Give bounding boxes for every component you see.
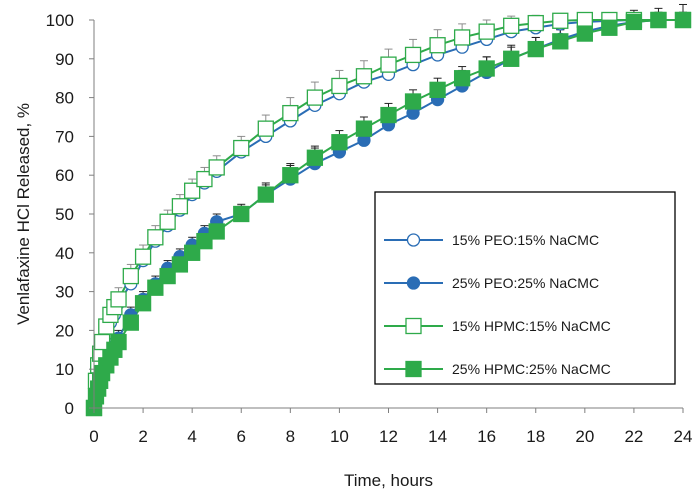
y-tick-label: 80: [55, 89, 74, 108]
data-point-series-3: [380, 56, 397, 73]
data-point-series-4: [674, 11, 692, 29]
x-tick-label: 0: [89, 427, 98, 446]
y-tick-label: 0: [65, 399, 74, 418]
data-point-series-3: [233, 139, 250, 157]
x-tick-label: 24: [674, 427, 693, 446]
data-point-series-4: [331, 134, 348, 151]
data-point-series-4: [233, 205, 250, 223]
data-point-series-4: [478, 60, 495, 77]
data-point-series-4: [306, 149, 324, 166]
y-tick-label: 20: [55, 321, 74, 340]
x-tick-label: 16: [477, 427, 496, 446]
data-point-series-3: [576, 11, 593, 29]
y-tick-label: 90: [55, 50, 74, 69]
data-point-series-4: [110, 333, 127, 351]
legend-label-2: 25% PEO:25% NaCMC: [452, 275, 599, 291]
data-point-series-4: [404, 93, 422, 110]
data-point-series-4: [380, 106, 397, 124]
x-tick-label: 8: [286, 427, 295, 446]
x-tick-label: 6: [237, 427, 246, 446]
data-point-series-3: [453, 29, 471, 46]
legend-box: [374, 191, 676, 385]
x-tick-label: 18: [526, 427, 545, 446]
data-point-series-3: [527, 14, 544, 32]
markers-layer: [85, 11, 692, 417]
data-point-series-4: [453, 70, 471, 87]
legend-label-1: 15% PEO:15% NaCMC: [452, 232, 599, 248]
data-point-series-3: [404, 46, 422, 64]
data-point-series-4: [355, 120, 373, 137]
data-point-series-3: [257, 120, 274, 137]
data-point-series-3: [196, 170, 213, 188]
legend-label-4: 25% HPMC:25% NaCMC: [452, 361, 611, 377]
data-point-series-3: [429, 37, 446, 54]
y-tick-label: 60: [55, 166, 74, 185]
data-point-series-4: [159, 267, 176, 285]
data-point-series-3: [478, 23, 495, 40]
legend-marker-3: [405, 317, 422, 335]
y-tick-label: 30: [55, 283, 74, 302]
y-tick-label: 50: [55, 205, 74, 224]
data-point-series-3: [147, 229, 164, 246]
data-point-series-3: [503, 17, 520, 34]
data-point-series-3: [306, 89, 324, 106]
data-point-series-4: [184, 244, 201, 261]
data-point-series-3: [159, 213, 176, 230]
data-point-series-4: [122, 314, 139, 331]
y-tick-label: 70: [55, 127, 74, 146]
data-point-series-3: [110, 291, 127, 308]
legend-marker-4: [405, 360, 422, 378]
y-axis-title: Venlafaxine HCl Released, %: [14, 103, 33, 325]
data-point-series-4: [625, 13, 643, 31]
data-point-series-4: [503, 50, 520, 67]
legend-marker-1: [406, 233, 421, 247]
data-point-series-3: [282, 104, 299, 122]
data-point-series-4: [282, 167, 299, 184]
x-tick-label: 12: [379, 427, 398, 446]
x-tick-label: 14: [428, 427, 447, 446]
x-tick-label: 4: [187, 427, 196, 446]
data-point-series-4: [196, 233, 213, 250]
data-point-series-3: [331, 77, 348, 95]
data-point-series-4: [527, 40, 544, 58]
x-axis-title: Time, hours: [344, 471, 433, 490]
legend-label-3: 15% HPMC:15% NaCMC: [452, 318, 611, 334]
data-point-series-3: [355, 68, 373, 85]
y-tick-label: 10: [55, 360, 74, 379]
data-point-series-4: [147, 279, 164, 296]
y-tick-label: 100: [46, 11, 74, 30]
data-point-series-3: [134, 248, 152, 265]
x-tick-label: 10: [330, 427, 349, 446]
data-point-series-4: [257, 186, 274, 203]
data-point-series-3: [171, 198, 189, 215]
data-point-series-4: [576, 25, 593, 42]
x-tick-label: 20: [575, 427, 594, 446]
y-tick-label: 40: [55, 244, 74, 263]
data-point-series-3: [208, 159, 225, 176]
data-point-series-4: [601, 19, 618, 36]
data-point-series-4: [171, 256, 189, 273]
data-point-series-4: [429, 81, 446, 98]
legend: 15% PEO:15% NaCMC 25% PEO:25% NaCMC 15% HP…: [374, 191, 676, 385]
data-point-series-4: [208, 223, 225, 240]
data-point-series-3: [552, 12, 569, 29]
legend-marker-2: [406, 276, 421, 290]
x-tick-label: 22: [624, 427, 643, 446]
data-point-series-4: [134, 295, 152, 312]
x-tick-label: 2: [138, 427, 147, 446]
data-point-series-4: [552, 33, 569, 50]
data-point-series-3: [184, 182, 201, 199]
data-point-series-3: [122, 267, 139, 285]
data-point-series-4: [650, 11, 667, 29]
